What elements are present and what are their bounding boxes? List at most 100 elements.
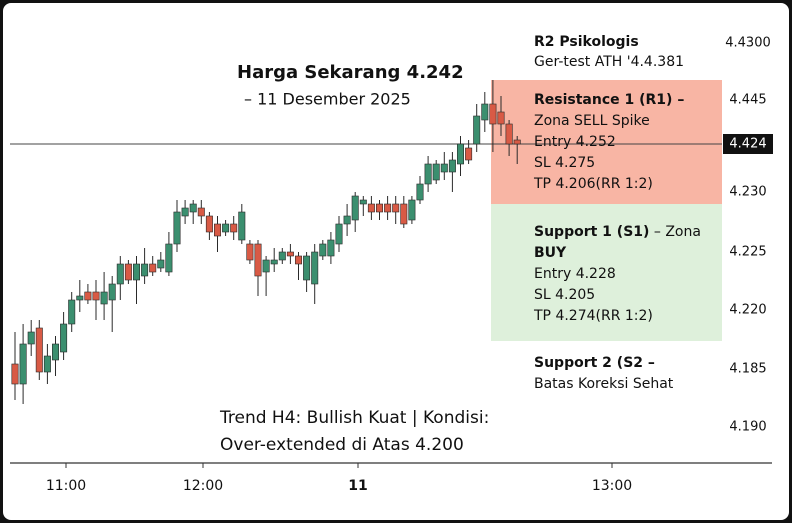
candle-body [327,239,335,257]
level-line: SL 4.205 [534,287,595,303]
candle-body [424,163,432,185]
candle-body [116,263,124,285]
candle-body [149,263,157,273]
candle-body [489,103,497,125]
candle-body [246,243,254,261]
level-title: Support 2 (S2 – [534,355,655,371]
candle-body [35,327,43,373]
x-tick-label: 11 [348,478,367,494]
candle-body [278,251,286,261]
level-line: SL 4.275 [534,155,595,171]
candle-body [43,355,51,373]
annotation: Trend H4: Bullish Kuat | Kondisi: [219,408,489,428]
x-tick-label: 11:00 [46,478,86,494]
price-label: 4.225 [729,245,766,260]
price-label: 4.230 [729,185,766,200]
chart: Harga Sekarang 4.242 – 11 Desember 2025 … [10,34,773,494]
candle-body [238,211,246,241]
candle-body [100,291,108,305]
candle-body [351,195,359,221]
candle-body [497,111,505,125]
level-line: TP 4.206(RR 1:2) [533,176,653,192]
support-zone [491,204,722,341]
candle-body [165,243,173,273]
candle-body [68,299,76,325]
candle-body [197,207,205,217]
level-note: Batas Koreksi Sehat [534,376,674,392]
level-title: BUY [534,245,567,261]
candle-body [367,203,375,213]
candle-body [392,203,400,213]
candle-body [222,223,230,233]
price-label: 4.220 [729,303,766,318]
candle-body [432,163,440,181]
candle-body [513,139,521,145]
candle-body [214,223,222,237]
x-tick-label: 13:00 [592,478,632,494]
candle-body [84,291,92,301]
level-title-bold: Support 1 (S1) [534,224,649,240]
candle-body [294,255,302,265]
level-line: TP 4.274(RR 1:2) [533,308,653,324]
candle-body [505,123,513,145]
candle-body [303,255,311,281]
candle-body [108,283,116,301]
level-line: Entry 4.228 [534,266,616,282]
candle-body [270,259,278,265]
candle-body [76,295,84,301]
candle-body [384,203,392,213]
price-label: 4.424 [729,137,766,152]
price-label: 4.190 [729,420,766,435]
level-line: Zona SELL Spike [534,113,650,129]
candle-body [456,143,464,165]
price-label: 4.445 [729,93,766,108]
candle-body [11,363,19,385]
resistance-zone [491,80,722,204]
candle-body [181,207,189,217]
candle-body [473,115,481,145]
candle-body [51,343,59,361]
candle-body [254,243,262,277]
candle-body [92,291,100,301]
candle-body [481,103,489,121]
candle-body [319,243,327,257]
candle-body [375,203,383,213]
candle-body [157,259,165,269]
candle-body [448,159,456,173]
candle-body [262,259,270,273]
x-tick-label: 12:00 [183,478,223,494]
level-title: Resistance 1 (R1) – [534,92,684,108]
candle-body [173,211,181,245]
candle-body [60,323,68,353]
level-title: Support 1 (S1) – Zona [534,224,701,240]
level-note: Ger-test ATH '4.4.381 [534,54,684,70]
chart-frame: Harga Sekarang 4.242 – 11 Desember 2025 … [3,3,789,520]
candle-body [400,203,408,225]
price-label-box [723,134,773,154]
chart-subtitle: – 11 Desember 2025 [244,90,411,109]
candle-body [230,223,238,233]
candle-body [440,163,448,173]
level-title: R2 Psikologis [534,34,639,50]
candle-body [416,183,424,201]
candle-body [408,199,416,221]
candle-body [311,251,319,285]
candle-body [189,203,197,213]
candle-body [124,263,132,281]
candle-body [133,263,141,281]
candle-body [141,263,149,277]
level-title-rest: – Zona [654,224,701,240]
candle-body [335,223,343,245]
chart-title: Harga Sekarang 4.242 [237,62,464,83]
candle-body [359,199,367,205]
candle-body [343,215,351,225]
candle-body [19,343,27,385]
level-line: Entry 4.252 [534,134,616,150]
candle-body [205,215,213,233]
candle-body [286,251,294,257]
candle-body [27,331,35,345]
price-label: 4.4300 [725,36,771,51]
annotation: Over-extended di Atas 4.200 [220,435,464,455]
price-label: 4.185 [729,362,766,377]
